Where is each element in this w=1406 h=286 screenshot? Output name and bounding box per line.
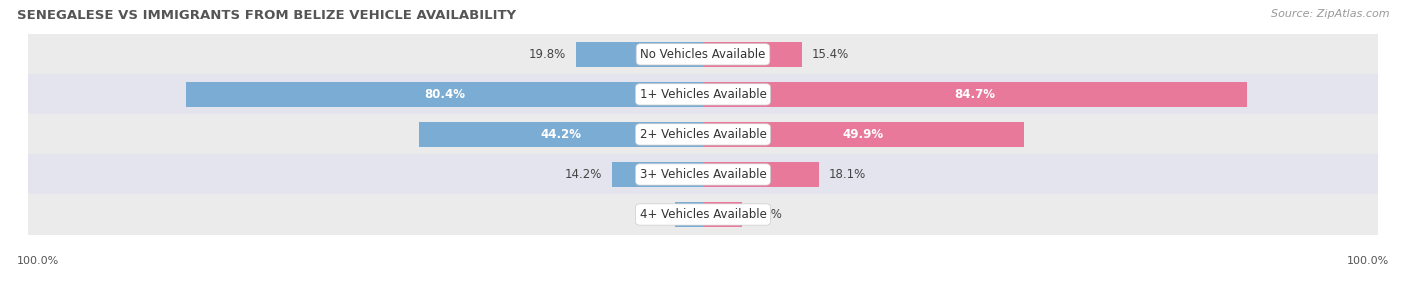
Text: 1+ Vehicles Available: 1+ Vehicles Available	[640, 88, 766, 101]
Bar	[419, 122, 703, 147]
Bar	[703, 162, 820, 187]
Text: 2+ Vehicles Available: 2+ Vehicles Available	[640, 128, 766, 141]
Text: 4+ Vehicles Available: 4+ Vehicles Available	[640, 208, 766, 221]
Text: 3+ Vehicles Available: 3+ Vehicles Available	[640, 168, 766, 181]
Bar	[675, 202, 703, 227]
Text: No Vehicles Available: No Vehicles Available	[640, 48, 766, 61]
Bar	[28, 154, 1378, 194]
Bar	[28, 74, 1378, 114]
Bar	[28, 34, 1378, 74]
Bar	[703, 202, 742, 227]
Text: 14.2%: 14.2%	[565, 168, 602, 181]
Text: 44.2%: 44.2%	[540, 128, 582, 141]
Text: 84.7%: 84.7%	[955, 88, 995, 101]
Bar	[575, 42, 703, 67]
Bar	[703, 82, 1247, 107]
Bar	[28, 194, 1378, 235]
Bar	[612, 162, 703, 187]
Bar	[186, 82, 703, 107]
Text: SENEGALESE VS IMMIGRANTS FROM BELIZE VEHICLE AVAILABILITY: SENEGALESE VS IMMIGRANTS FROM BELIZE VEH…	[17, 9, 516, 21]
Bar	[703, 42, 801, 67]
Bar	[28, 114, 1378, 154]
Text: 100.0%: 100.0%	[1347, 256, 1389, 266]
Text: 19.8%: 19.8%	[529, 48, 567, 61]
Bar	[703, 122, 1024, 147]
Text: 80.4%: 80.4%	[425, 88, 465, 101]
Text: 6.1%: 6.1%	[752, 208, 782, 221]
Text: 18.1%: 18.1%	[830, 168, 866, 181]
Text: 100.0%: 100.0%	[17, 256, 59, 266]
Text: 15.4%: 15.4%	[811, 48, 849, 61]
Text: 4.3%: 4.3%	[636, 208, 665, 221]
Text: 49.9%: 49.9%	[842, 128, 884, 141]
Text: Source: ZipAtlas.com: Source: ZipAtlas.com	[1271, 9, 1389, 19]
